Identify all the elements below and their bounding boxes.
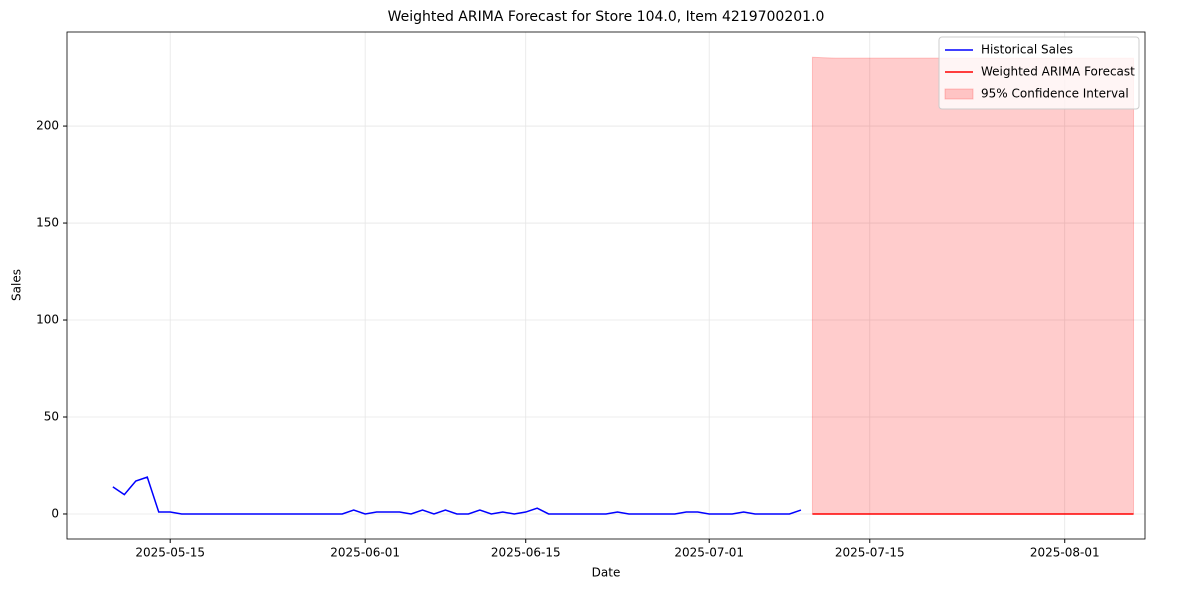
x-tick-label: 2025-06-15: [491, 546, 561, 560]
y-tick-label: 0: [51, 506, 59, 520]
x-tick-label: 2025-07-01: [674, 546, 744, 560]
y-tick-label: 150: [36, 216, 59, 230]
legend-box: [938, 36, 1140, 110]
legend-label: Weighted ARIMA Forecast: [981, 65, 1135, 79]
y-tick-label: 50: [44, 410, 59, 424]
confidence-band: [811, 56, 1135, 515]
y-tick-label: 200: [36, 119, 59, 133]
legend-label: 95% Confidence Interval: [981, 87, 1129, 101]
series-line: [112, 476, 802, 515]
chart-title: Weighted ARIMA Forecast for Store 104.0,…: [388, 9, 825, 25]
y-tick-label: 100: [36, 313, 59, 327]
plot-frame: [66, 31, 1146, 540]
x-tick-label: 2025-05-15: [135, 546, 205, 560]
legend-swatch: [944, 88, 974, 100]
x-axis-label: Date: [592, 566, 621, 580]
legend-label: Historical Sales: [981, 43, 1073, 57]
y-axis-label: Sales: [10, 269, 24, 301]
x-tick-label: 2025-08-01: [1030, 546, 1100, 560]
x-tick-label: 2025-06-01: [330, 546, 400, 560]
x-tick-label: 2025-07-15: [835, 546, 905, 560]
